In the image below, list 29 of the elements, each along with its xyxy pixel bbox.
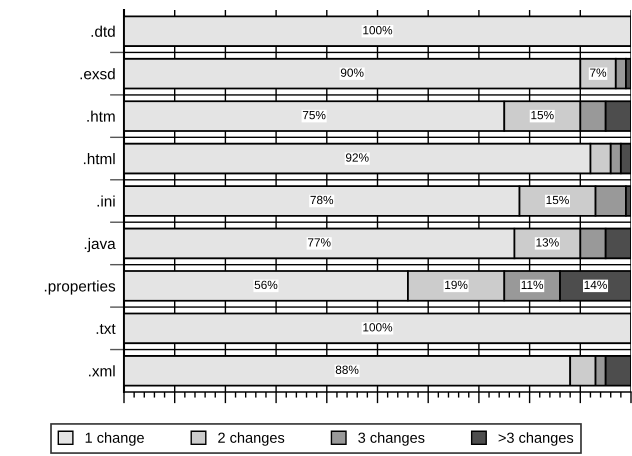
data-label: 77%: [308, 238, 331, 247]
data-label: 78%: [310, 196, 334, 204]
data-label: 19%: [445, 280, 468, 290]
data-label: 92%: [346, 153, 369, 162]
data-label: 11%: [522, 280, 544, 290]
y-tick-label: .java: [84, 238, 116, 252]
data-label: 100%: [363, 26, 392, 34]
data-label: 75%: [302, 110, 326, 120]
y-tick-label: .ini: [98, 195, 115, 207]
data-label: 13%: [536, 238, 559, 247]
data-label: 56%: [254, 280, 278, 290]
data-label: 15%: [546, 196, 569, 204]
data-label: 7%: [590, 68, 606, 77]
data-label: 15%: [531, 110, 554, 120]
legend-label: 1 change: [86, 432, 144, 446]
y-tick-label: .dtd: [92, 26, 115, 37]
y-tick-label: .htm: [87, 110, 115, 122]
data-label: 88%: [336, 366, 358, 374]
data-label: 90%: [340, 68, 364, 77]
y-tick-label: .xml: [89, 365, 115, 376]
legend-label: >3 changes: [498, 432, 574, 446]
data-label: 100%: [363, 323, 392, 332]
y-tick-label: .properties: [44, 280, 116, 295]
data-label: 14%: [584, 280, 607, 290]
y-tick-label: .html: [84, 153, 115, 164]
legend-label: 3 changes: [358, 432, 424, 446]
legend-label: 2 changes: [218, 432, 284, 446]
y-tick-label: .exsd: [80, 68, 115, 80]
y-tick-label: .txt: [96, 324, 116, 334]
